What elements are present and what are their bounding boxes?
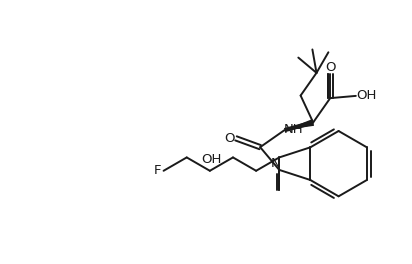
Text: O: O [325,61,335,74]
Text: O: O [224,132,234,145]
Text: OH: OH [201,153,222,166]
Text: NH: NH [283,123,303,136]
Text: F: F [154,164,162,177]
Polygon shape [285,119,314,130]
Text: OH: OH [356,89,377,102]
Text: N: N [270,157,280,170]
